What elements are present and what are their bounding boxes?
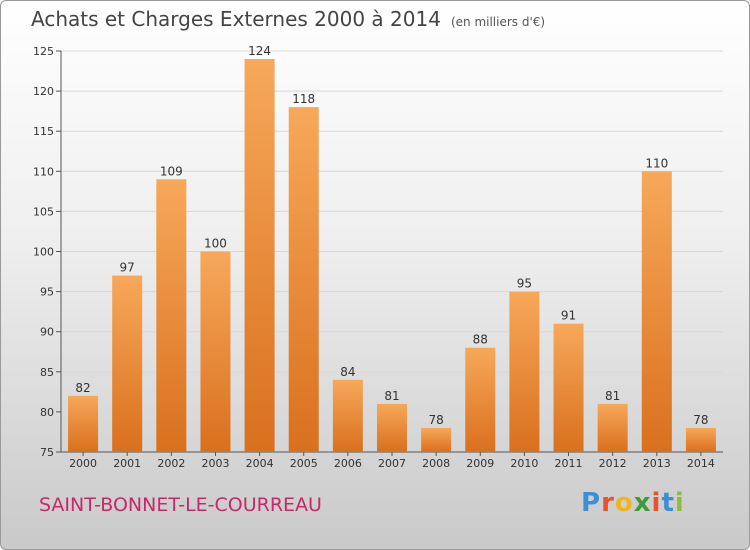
bar-2013 — [641, 171, 672, 453]
value-label: 81 — [384, 389, 399, 403]
value-label: 95 — [517, 277, 532, 291]
x-tick-label: 2014 — [687, 457, 715, 470]
bar-2002 — [156, 179, 187, 452]
x-tick-label: 2009 — [466, 457, 494, 470]
x-tick-label: 2000 — [69, 457, 97, 470]
y-tick-label: 110 — [33, 165, 54, 178]
bar-2012 — [597, 403, 628, 452]
logo-letter: i — [674, 488, 685, 518]
chart-title-text: Achats et Charges Externes 2000 à 2014 — [31, 7, 441, 31]
logo-letter: t — [661, 488, 675, 518]
y-tick-label: 100 — [33, 246, 54, 259]
y-tick-label: 105 — [33, 205, 54, 218]
logo-letter: r — [601, 488, 615, 518]
x-tick-label: 2007 — [378, 457, 406, 470]
x-tick-label: 2003 — [201, 457, 229, 470]
value-label: 81 — [605, 389, 620, 403]
y-tick-label: 120 — [33, 85, 54, 98]
x-tick-label: 2004 — [246, 457, 274, 470]
y-tick-label: 125 — [33, 45, 54, 58]
value-label: 84 — [340, 365, 355, 379]
y-tick-label: 90 — [40, 326, 54, 339]
bar-2010 — [509, 291, 540, 452]
bar-2003 — [200, 251, 231, 452]
chart-title: Achats et Charges Externes 2000 à 2014 (e… — [31, 7, 545, 31]
value-label: 109 — [160, 164, 183, 178]
y-tick-label: 85 — [40, 366, 54, 379]
value-label: 124 — [248, 44, 271, 58]
bar-2008 — [421, 427, 452, 452]
x-tick-label: 2005 — [290, 457, 318, 470]
bar-2006 — [332, 379, 363, 452]
value-label: 100 — [204, 237, 227, 251]
value-label: 110 — [645, 156, 668, 170]
value-label: 91 — [561, 309, 576, 323]
x-tick-label: 2012 — [599, 457, 627, 470]
x-tick-label: 2006 — [334, 457, 362, 470]
value-label: 97 — [120, 261, 135, 275]
value-label: 78 — [693, 413, 708, 427]
value-label: 118 — [292, 92, 315, 106]
bar-2009 — [465, 347, 496, 452]
logo-letter: i — [651, 488, 662, 518]
x-tick-label: 2002 — [157, 457, 185, 470]
x-tick-label: 2001 — [113, 457, 141, 470]
y-tick-label: 115 — [33, 125, 54, 138]
value-label: 78 — [428, 413, 443, 427]
labels: 75 80 85 90 95 100 105 110 115 120 125 82 2000 97 2001… — [33, 44, 715, 470]
chart-unit: (en milliers d'€) — [450, 15, 546, 29]
value-label: 88 — [473, 333, 488, 347]
y-tick-label: 75 — [40, 446, 54, 459]
logo-letter: P — [581, 488, 602, 518]
value-label: 82 — [75, 381, 90, 395]
bar-2004 — [244, 59, 275, 453]
bar-2007 — [376, 403, 408, 452]
town-name: SAINT-BONNET-LE-COURREAU — [39, 494, 322, 516]
x-tick-label: 2008 — [422, 457, 450, 470]
logo-letter: x — [633, 488, 652, 518]
x-tick-label: 2011 — [555, 457, 583, 470]
y-tick-label: 80 — [40, 406, 54, 419]
bar-2011 — [553, 323, 584, 452]
x-tick-label: 2010 — [510, 457, 538, 470]
bar-2000 — [68, 395, 99, 452]
proxiti-logo[interactable]: Proxiti — [581, 488, 685, 518]
bar-2005 — [288, 107, 319, 452]
y-tick-label: 95 — [40, 286, 54, 299]
x-tick-label: 2013 — [643, 457, 671, 470]
logo-letter: o — [614, 488, 634, 518]
bar-2001 — [112, 275, 143, 452]
bars — [68, 59, 716, 453]
bar-2014 — [685, 427, 716, 452]
